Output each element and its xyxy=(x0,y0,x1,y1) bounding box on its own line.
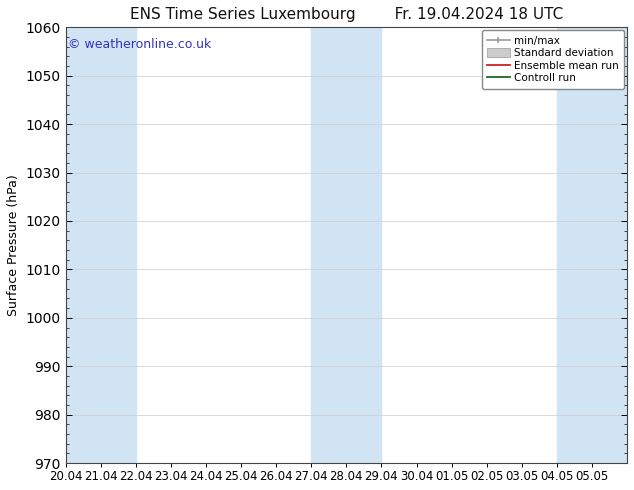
Y-axis label: Surface Pressure (hPa): Surface Pressure (hPa) xyxy=(7,174,20,316)
Bar xyxy=(311,27,346,463)
Bar xyxy=(65,27,101,463)
Bar xyxy=(592,27,627,463)
Text: © weatheronline.co.uk: © weatheronline.co.uk xyxy=(68,38,212,51)
Bar xyxy=(346,27,382,463)
Bar xyxy=(101,27,136,463)
Legend: min/max, Standard deviation, Ensemble mean run, Controll run: min/max, Standard deviation, Ensemble me… xyxy=(482,30,624,89)
Bar xyxy=(557,27,592,463)
Title: ENS Time Series Luxembourg        Fr. 19.04.2024 18 UTC: ENS Time Series Luxembourg Fr. 19.04.202… xyxy=(130,7,563,22)
